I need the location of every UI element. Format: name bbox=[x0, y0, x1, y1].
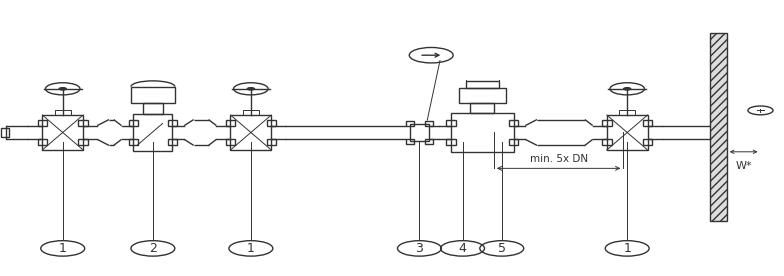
Bar bbox=[446, 139, 456, 145]
Bar bbox=[131, 87, 175, 103]
Bar bbox=[267, 120, 276, 126]
Bar bbox=[226, 139, 235, 145]
Text: 5: 5 bbox=[498, 242, 506, 255]
Bar bbox=[643, 120, 652, 126]
Bar bbox=[230, 115, 271, 150]
Bar bbox=[78, 139, 88, 145]
Bar bbox=[619, 110, 635, 115]
Circle shape bbox=[623, 87, 631, 90]
Text: 3: 3 bbox=[416, 242, 423, 255]
Bar bbox=[425, 121, 433, 126]
Bar bbox=[466, 81, 499, 88]
Bar bbox=[129, 139, 138, 145]
Bar bbox=[643, 139, 652, 145]
Bar bbox=[129, 120, 138, 126]
Bar bbox=[267, 139, 276, 145]
Bar bbox=[425, 139, 433, 144]
Text: W*: W* bbox=[735, 161, 752, 171]
Bar bbox=[38, 139, 47, 145]
Bar bbox=[602, 139, 612, 145]
Bar bbox=[710, 33, 727, 221]
Circle shape bbox=[59, 87, 67, 90]
Bar bbox=[243, 110, 259, 115]
Text: 1: 1 bbox=[623, 242, 631, 255]
Bar bbox=[78, 120, 88, 126]
Bar bbox=[168, 139, 177, 145]
Bar bbox=[1, 128, 9, 137]
Text: 4: 4 bbox=[459, 242, 466, 255]
Bar bbox=[226, 120, 235, 126]
Bar bbox=[42, 115, 83, 150]
Bar bbox=[446, 120, 456, 126]
Bar bbox=[143, 103, 162, 114]
Bar bbox=[406, 139, 414, 144]
Bar bbox=[55, 110, 71, 115]
Bar bbox=[451, 113, 514, 152]
Bar bbox=[133, 114, 172, 151]
Bar bbox=[607, 115, 648, 150]
Text: min. 5x DN: min. 5x DN bbox=[529, 154, 588, 164]
Bar bbox=[470, 103, 494, 113]
Bar bbox=[410, 124, 429, 141]
Bar bbox=[602, 120, 612, 126]
Bar bbox=[168, 120, 177, 126]
Text: 1: 1 bbox=[247, 242, 255, 255]
Bar bbox=[509, 120, 518, 126]
Text: 2: 2 bbox=[149, 242, 157, 255]
Text: 1: 1 bbox=[59, 242, 67, 255]
Bar bbox=[406, 121, 414, 126]
Bar bbox=[459, 88, 506, 103]
Circle shape bbox=[247, 87, 255, 90]
Bar bbox=[38, 120, 47, 126]
Bar bbox=[509, 139, 518, 145]
